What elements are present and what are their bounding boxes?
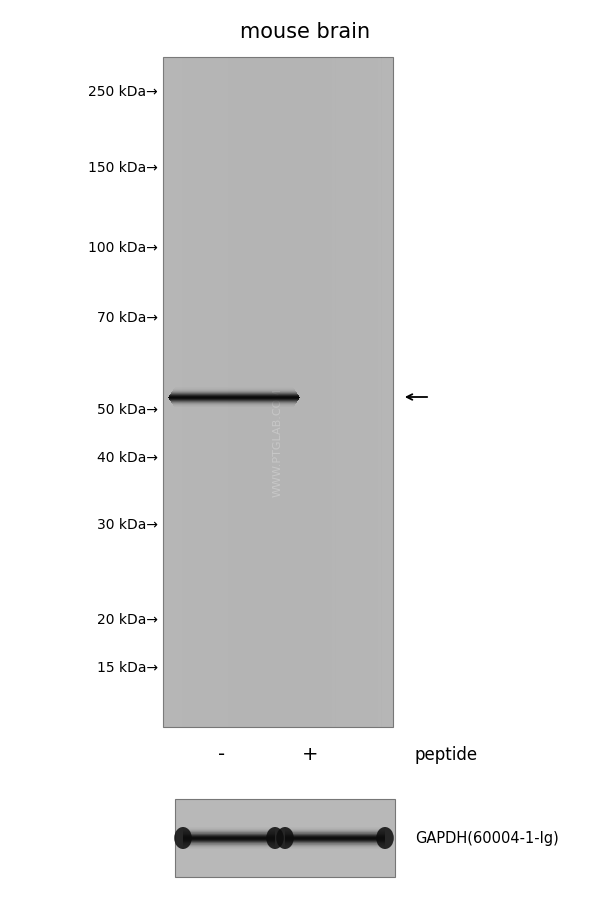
Bar xyxy=(290,58,293,727)
Text: mouse brain: mouse brain xyxy=(240,22,370,42)
Text: +: + xyxy=(302,745,318,764)
Bar xyxy=(312,58,317,727)
Text: 50 kDa→: 50 kDa→ xyxy=(97,402,158,417)
Bar xyxy=(232,58,236,727)
Bar xyxy=(174,58,178,727)
Bar xyxy=(167,58,171,727)
Bar xyxy=(285,58,290,727)
Bar xyxy=(381,58,386,727)
Bar xyxy=(328,58,332,727)
Ellipse shape xyxy=(174,827,192,849)
Bar xyxy=(301,58,305,727)
Bar xyxy=(182,58,186,727)
Text: 250 kDa→: 250 kDa→ xyxy=(88,85,158,99)
Bar xyxy=(240,58,243,727)
Bar xyxy=(163,58,167,727)
Bar xyxy=(236,58,240,727)
Bar xyxy=(354,58,359,727)
Text: 100 kDa→: 100 kDa→ xyxy=(88,241,158,254)
Bar xyxy=(201,58,205,727)
Bar xyxy=(270,58,274,727)
Bar xyxy=(255,58,259,727)
Bar xyxy=(339,58,343,727)
Text: 15 kDa→: 15 kDa→ xyxy=(97,660,158,675)
Bar xyxy=(282,58,285,727)
Bar xyxy=(228,58,232,727)
Bar xyxy=(213,58,217,727)
Bar xyxy=(171,58,174,727)
Bar xyxy=(343,58,347,727)
Bar xyxy=(305,58,309,727)
Ellipse shape xyxy=(376,827,394,849)
Bar xyxy=(293,58,297,727)
Bar xyxy=(220,58,224,727)
Bar xyxy=(190,58,193,727)
Bar xyxy=(243,58,247,727)
Ellipse shape xyxy=(266,827,284,849)
Bar xyxy=(163,58,393,727)
Bar xyxy=(317,58,320,727)
Bar xyxy=(193,58,198,727)
Text: peptide: peptide xyxy=(415,745,478,763)
Text: GAPDH(60004-1-Ig): GAPDH(60004-1-Ig) xyxy=(415,831,559,845)
Bar xyxy=(178,58,182,727)
Bar xyxy=(274,58,278,727)
Bar xyxy=(386,58,389,727)
Bar xyxy=(374,58,378,727)
Bar xyxy=(389,58,393,727)
Bar xyxy=(175,799,395,877)
Bar xyxy=(336,58,339,727)
Bar xyxy=(205,58,209,727)
Text: 70 kDa→: 70 kDa→ xyxy=(97,310,158,325)
Bar xyxy=(186,58,190,727)
Bar xyxy=(347,58,351,727)
Bar xyxy=(324,58,328,727)
Bar xyxy=(247,58,251,727)
Ellipse shape xyxy=(276,827,294,849)
Bar xyxy=(198,58,201,727)
Bar xyxy=(209,58,213,727)
Bar xyxy=(366,58,370,727)
Bar xyxy=(251,58,255,727)
Bar xyxy=(332,58,336,727)
Text: 20 kDa→: 20 kDa→ xyxy=(97,612,158,626)
Bar xyxy=(378,58,381,727)
Bar xyxy=(217,58,220,727)
Bar xyxy=(297,58,301,727)
Bar xyxy=(359,58,362,727)
Bar xyxy=(320,58,324,727)
Text: 30 kDa→: 30 kDa→ xyxy=(97,518,158,531)
Bar xyxy=(224,58,228,727)
Bar xyxy=(362,58,366,727)
Bar xyxy=(259,58,263,727)
Text: 150 kDa→: 150 kDa→ xyxy=(88,161,158,175)
Bar xyxy=(309,58,312,727)
Bar xyxy=(278,58,282,727)
Bar xyxy=(267,58,270,727)
Bar xyxy=(263,58,267,727)
Text: -: - xyxy=(218,745,226,764)
Bar xyxy=(351,58,354,727)
Bar xyxy=(370,58,374,727)
Text: WWW.PTGLAB.COM: WWW.PTGLAB.COM xyxy=(273,388,283,497)
Text: 40 kDa→: 40 kDa→ xyxy=(97,450,158,465)
